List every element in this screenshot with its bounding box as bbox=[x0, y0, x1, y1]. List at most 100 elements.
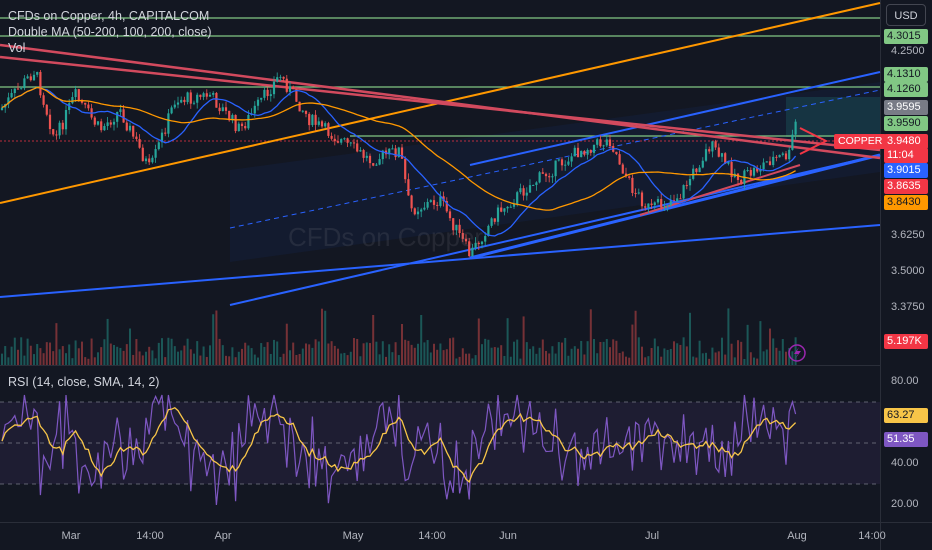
candle-body bbox=[272, 81, 276, 95]
candle-body bbox=[685, 185, 688, 187]
candle-body bbox=[356, 143, 359, 152]
currency-button[interactable]: USD bbox=[886, 4, 926, 26]
indicator-legend[interactable]: Double MA (50-200, 100, 200, close) bbox=[8, 25, 212, 39]
volume-bar bbox=[81, 341, 83, 365]
volume-bar bbox=[785, 351, 787, 365]
candle-body bbox=[80, 100, 84, 103]
candle-body bbox=[391, 148, 394, 150]
volume-bar bbox=[141, 355, 144, 365]
volume-bar bbox=[740, 341, 743, 365]
volume-bar bbox=[394, 342, 397, 365]
trend-line[interactable] bbox=[469, 153, 881, 260]
trend-line[interactable] bbox=[0, 55, 881, 152]
volume-bar bbox=[413, 347, 416, 365]
volume-bar bbox=[375, 341, 378, 365]
candle-body bbox=[583, 150, 586, 155]
candle-body bbox=[605, 139, 608, 146]
candle-body bbox=[48, 114, 52, 130]
volume-bar bbox=[538, 347, 541, 365]
volume-bar bbox=[650, 348, 653, 365]
projection-arrow[interactable] bbox=[799, 127, 829, 155]
volume-bar bbox=[733, 357, 736, 365]
candle-body bbox=[42, 95, 45, 105]
volume-bar bbox=[417, 343, 419, 365]
trend-line[interactable] bbox=[0, 224, 881, 298]
candle-body bbox=[541, 172, 544, 174]
candle-body bbox=[656, 199, 660, 203]
volume-bar bbox=[551, 346, 554, 365]
volume-bar bbox=[125, 344, 128, 365]
candle-body bbox=[96, 121, 100, 125]
volume-bar bbox=[791, 351, 794, 365]
volume-bar bbox=[372, 314, 375, 365]
candle-body bbox=[538, 172, 541, 183]
volume-bar bbox=[605, 339, 608, 365]
volume-bar bbox=[29, 345, 32, 365]
candle-body bbox=[362, 150, 365, 158]
volume-bar bbox=[641, 346, 643, 365]
volume-bar bbox=[663, 348, 666, 365]
volume-bar bbox=[97, 352, 99, 365]
candle-body bbox=[282, 76, 285, 79]
volume-bar bbox=[349, 351, 352, 365]
candle-body bbox=[381, 150, 384, 160]
candle-body bbox=[554, 160, 557, 177]
volume-bar bbox=[647, 356, 650, 365]
symbol-tag[interactable]: COPPER bbox=[834, 134, 887, 149]
volume-bar bbox=[487, 339, 490, 365]
volume-bar bbox=[225, 355, 227, 365]
volume-bar bbox=[314, 339, 317, 365]
candle-body bbox=[320, 121, 324, 127]
volume-bar bbox=[583, 354, 586, 365]
volume-bar bbox=[157, 342, 160, 365]
candle-body bbox=[717, 147, 720, 157]
candle-body bbox=[455, 224, 458, 231]
candle-body bbox=[100, 121, 103, 131]
trend-line[interactable] bbox=[469, 71, 881, 166]
chart-title[interactable]: CFDs on Copper, 4h, CAPITALCOM bbox=[8, 9, 210, 23]
volume-bar bbox=[298, 354, 301, 365]
volume-bar bbox=[17, 349, 19, 365]
volume-bar bbox=[468, 353, 471, 365]
volume-bar bbox=[756, 358, 759, 365]
candle-body bbox=[564, 164, 567, 166]
volume-bar bbox=[599, 341, 602, 365]
candle-body bbox=[775, 156, 778, 158]
candle-body bbox=[141, 147, 144, 162]
candle-body bbox=[765, 161, 768, 163]
volume-bar bbox=[346, 355, 349, 365]
candle-body bbox=[653, 202, 656, 206]
volume-legend[interactable]: Vol bbox=[8, 41, 26, 55]
trend-line[interactable] bbox=[639, 164, 801, 216]
candle-body bbox=[36, 71, 39, 75]
volume-bar bbox=[250, 348, 253, 365]
volume-bar bbox=[84, 357, 87, 365]
candle-body bbox=[231, 114, 234, 121]
level-badge: 4.3015 bbox=[884, 29, 928, 44]
volume-bar bbox=[714, 352, 717, 365]
volume-bar bbox=[170, 338, 173, 365]
candle-body bbox=[112, 121, 116, 125]
volume-bar bbox=[653, 338, 656, 365]
volume-bar bbox=[445, 349, 448, 365]
rsi-ma-badge: 63.27 bbox=[884, 408, 928, 423]
candle-body bbox=[378, 159, 381, 165]
candle-body bbox=[506, 206, 509, 209]
trend-line[interactable] bbox=[229, 89, 881, 229]
candle-body bbox=[580, 150, 583, 158]
volume-bar bbox=[20, 337, 23, 365]
trend-line[interactable] bbox=[229, 154, 881, 306]
candle-body bbox=[432, 200, 436, 205]
candles[interactable] bbox=[0, 70, 797, 258]
trend-line[interactable] bbox=[0, 43, 881, 160]
candle-body bbox=[68, 103, 71, 111]
candle-body bbox=[778, 154, 781, 158]
lightning-icon[interactable] bbox=[788, 344, 806, 362]
rsi-legend[interactable]: RSI (14, close, SMA, 14, 2) bbox=[8, 375, 160, 389]
volume-bar bbox=[333, 345, 336, 365]
candle-body bbox=[253, 105, 256, 114]
volume-bar bbox=[164, 357, 167, 365]
candle-body bbox=[496, 207, 500, 222]
